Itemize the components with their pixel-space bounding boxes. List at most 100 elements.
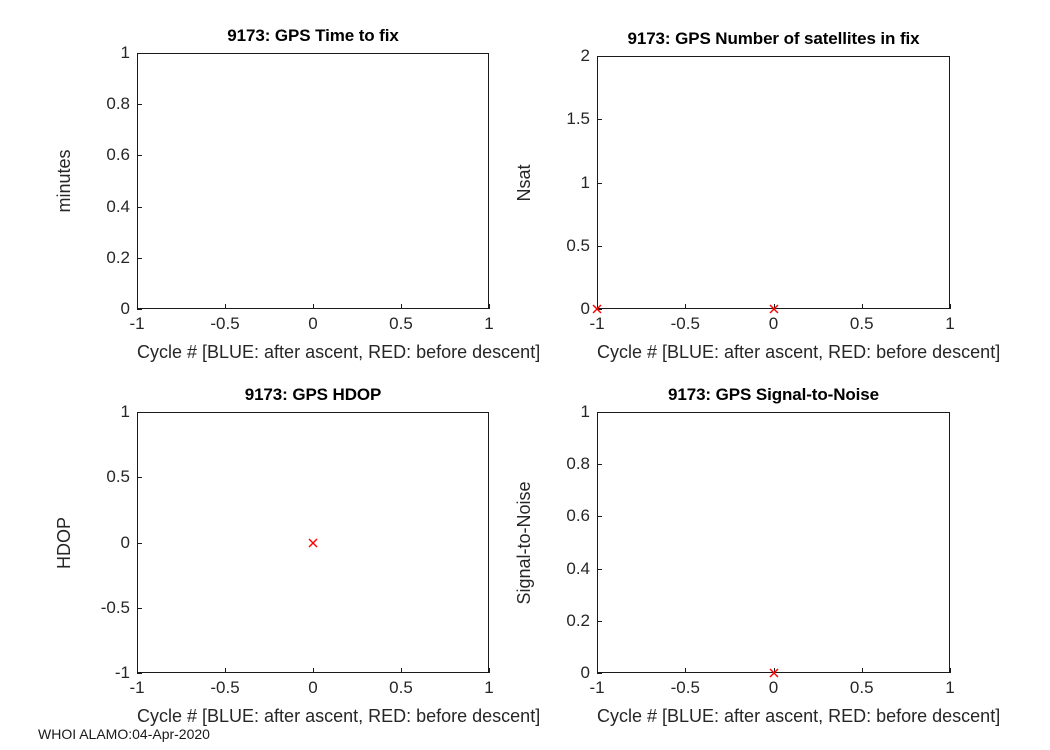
subplot-time-to-fix: -1 -0.5 0 0.5 1 0 0.2 0.4 0.6 0.8 1 9173: GPS Time … bbox=[54, 26, 540, 362]
x-tick-mark bbox=[862, 304, 863, 309]
y-tick-label: -0.5 bbox=[100, 597, 130, 617]
axes-frame bbox=[597, 412, 950, 673]
y-tick-mark bbox=[137, 53, 142, 54]
x-tick-mark bbox=[685, 304, 686, 309]
x-tick-mark bbox=[597, 668, 598, 673]
x-tick-label: 0 bbox=[768, 678, 779, 697]
y-tick-mark bbox=[597, 569, 602, 570]
x-tick-label: 0 bbox=[768, 314, 779, 333]
y-tick-label: 1.5 bbox=[566, 109, 590, 129]
y-tick-label: 0 bbox=[580, 663, 590, 682]
y-tick-label: 0.4 bbox=[106, 196, 130, 216]
figure-footer-text: WHOI ALAMO:04-Apr-2020 bbox=[38, 726, 210, 742]
x-tick-label: -0.5 bbox=[670, 678, 700, 697]
x-tick-mark bbox=[313, 668, 314, 673]
x-tick-label: 0.5 bbox=[849, 678, 874, 697]
axes-frame bbox=[597, 56, 950, 309]
y-axis-label: HDOP bbox=[54, 516, 74, 569]
x-tick-mark bbox=[774, 304, 775, 309]
y-tick-label: 0.8 bbox=[106, 94, 130, 114]
y-tick-mark bbox=[597, 119, 602, 120]
x-axis-label: Cycle # [BLUE: after ascent, RED: before… bbox=[137, 342, 541, 362]
x-tick-label: 1 bbox=[945, 314, 955, 333]
x-tick-mark bbox=[862, 668, 863, 673]
x-tick-mark bbox=[313, 304, 314, 309]
y-tick-mark bbox=[137, 673, 142, 674]
x-tick-mark bbox=[225, 304, 226, 309]
y-tick-label: 1 bbox=[120, 402, 130, 421]
y-tick-mark bbox=[597, 621, 602, 622]
subplot-hdop: -1 -0.5 0 0.5 1 -1 -0.5 0 0.5 1 9173: GPS HDOP HDOP… bbox=[54, 385, 540, 726]
y-tick-mark bbox=[137, 412, 142, 413]
x-axis-label: Cycle # [BLUE: after ascent, RED: before… bbox=[137, 706, 541, 726]
y-tick-mark bbox=[597, 412, 602, 413]
y-axis-label: Signal-to-Noise bbox=[514, 480, 534, 604]
x-tick-label: 0.5 bbox=[389, 314, 413, 333]
y-tick-label: 2 bbox=[580, 46, 590, 65]
x-tick-mark bbox=[950, 304, 951, 309]
plot-title: 9173: GPS Number of satellites in fix bbox=[627, 29, 920, 48]
x-tick-mark bbox=[137, 668, 138, 673]
x-tick-label: 0.5 bbox=[389, 678, 413, 697]
x-tick-label: -1 bbox=[129, 314, 145, 333]
plot-title: 9173: GPS HDOP bbox=[244, 385, 382, 404]
subplot-signal-to-noise: -1 -0.5 0 0.5 1 0 0.2 0.4 0.6 0.8 1 9173: GPS Signa… bbox=[514, 385, 1000, 726]
y-tick-mark bbox=[597, 56, 602, 57]
y-tick-label: 0.5 bbox=[106, 467, 130, 487]
x-tick-label: 1 bbox=[484, 678, 494, 697]
x-tick-mark bbox=[685, 668, 686, 673]
x-tick-label: -1 bbox=[589, 314, 605, 333]
x-tick-mark bbox=[137, 304, 138, 309]
x-tick-mark bbox=[950, 668, 951, 673]
y-tick-label: 0.5 bbox=[566, 235, 590, 255]
plot-title: 9173: GPS Time to fix bbox=[227, 26, 399, 45]
y-tick-label: 0 bbox=[580, 299, 590, 318]
y-tick-label: 0 bbox=[120, 532, 130, 552]
subplot-num-satellites: -1 -0.5 0 0.5 1 0 0.5 1 1.5 2 9173: GPS Number of … bbox=[514, 29, 1000, 362]
x-tick-mark bbox=[401, 668, 402, 673]
y-tick-mark bbox=[597, 516, 602, 517]
y-tick-mark bbox=[137, 309, 142, 310]
x-tick-label: 0 bbox=[308, 678, 318, 697]
y-tick-mark bbox=[597, 673, 602, 674]
y-tick-mark bbox=[137, 258, 142, 259]
y-tick-mark bbox=[597, 246, 602, 247]
y-tick-label: 0.2 bbox=[566, 610, 590, 630]
y-tick-mark bbox=[137, 543, 142, 544]
y-tick-mark bbox=[137, 477, 142, 478]
y-tick-label: 0.8 bbox=[566, 454, 590, 474]
x-tick-label: -1 bbox=[129, 678, 145, 697]
y-axis-label: minutes bbox=[54, 149, 74, 213]
y-tick-mark bbox=[597, 183, 602, 184]
y-tick-mark bbox=[137, 104, 142, 105]
x-tick-mark bbox=[489, 668, 490, 673]
y-tick-mark bbox=[597, 309, 602, 310]
y-axis-label: Nsat bbox=[514, 163, 534, 201]
axes-frame bbox=[137, 53, 489, 309]
y-tick-mark bbox=[137, 608, 142, 609]
x-tick-label: -0.5 bbox=[670, 314, 700, 333]
plot-title: 9173: GPS Signal-to-Noise bbox=[668, 385, 879, 404]
x-tick-mark bbox=[401, 304, 402, 309]
y-tick-label: 1 bbox=[120, 43, 130, 62]
y-tick-mark bbox=[137, 207, 142, 208]
x-tick-label: 0.5 bbox=[849, 314, 874, 333]
y-tick-label: 0.4 bbox=[566, 558, 590, 578]
x-tick-label: -0.5 bbox=[210, 314, 240, 333]
x-tick-mark bbox=[774, 668, 775, 673]
x-tick-label: 0 bbox=[308, 314, 318, 333]
axes-frame bbox=[137, 412, 489, 673]
y-tick-label: 0 bbox=[120, 299, 130, 318]
x-tick-mark bbox=[225, 668, 226, 673]
y-tick-label: -1 bbox=[114, 663, 130, 682]
x-tick-label: 1 bbox=[484, 314, 494, 333]
y-tick-label: 0.2 bbox=[106, 247, 130, 267]
y-tick-mark bbox=[597, 464, 602, 465]
x-tick-label: -1 bbox=[589, 678, 605, 697]
x-axis-label: Cycle # [BLUE: after ascent, RED: before… bbox=[597, 342, 1001, 362]
y-tick-mark bbox=[137, 155, 142, 156]
y-tick-label: 1 bbox=[580, 172, 590, 192]
x-axis-label: Cycle # [BLUE: after ascent, RED: before… bbox=[597, 706, 1001, 726]
x-tick-label: 1 bbox=[945, 678, 955, 697]
